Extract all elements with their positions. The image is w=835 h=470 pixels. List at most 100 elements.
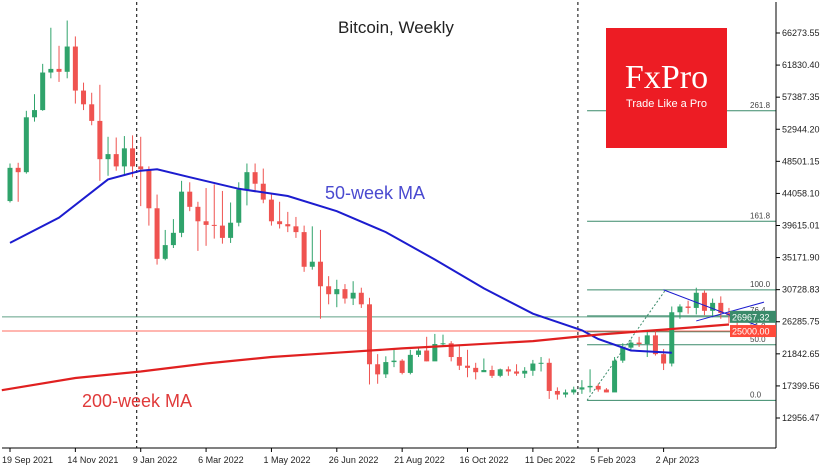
y-tick-label: 57387.35 xyxy=(782,92,820,102)
candle-body xyxy=(595,385,601,390)
fib-level-label: 161.8 xyxy=(750,211,771,220)
candle-body xyxy=(236,189,242,223)
candle-body xyxy=(130,148,136,167)
candle-body xyxy=(652,335,658,355)
candle-body xyxy=(162,245,168,259)
candle-body xyxy=(358,292,364,305)
candle-body xyxy=(48,68,54,73)
candle-body xyxy=(628,342,634,348)
candle-body xyxy=(342,289,348,299)
x-tick-label: 9 Jan 2022 xyxy=(133,455,178,465)
candle-body xyxy=(505,369,511,372)
candle-body xyxy=(554,390,560,395)
y-tick-label: 17399.56 xyxy=(782,381,820,391)
candle-body xyxy=(693,292,699,308)
candle-body xyxy=(285,224,291,227)
candle-body xyxy=(636,342,642,345)
candle-body xyxy=(375,364,381,375)
y-tick-label: 26285.75 xyxy=(782,317,820,327)
candle-body xyxy=(432,344,438,362)
candle-body xyxy=(64,46,70,72)
candle-body xyxy=(228,222,234,238)
candle-body xyxy=(530,363,536,371)
candle-body xyxy=(326,286,332,295)
candle-body xyxy=(277,221,283,225)
y-tick-label: 66273.55 xyxy=(782,28,820,38)
candle-body xyxy=(309,261,315,267)
candle-body xyxy=(538,362,544,364)
candle-body xyxy=(473,367,479,373)
y-tick-label: 52944.20 xyxy=(782,124,820,134)
candle-body xyxy=(211,224,217,226)
candle-body xyxy=(440,343,446,345)
x-tick-label: 21 Aug 2022 xyxy=(394,455,445,465)
candle-body xyxy=(669,312,675,364)
candle-body xyxy=(138,166,144,170)
candle-body xyxy=(154,208,160,259)
candle-body xyxy=(15,167,21,173)
fib-trend-line xyxy=(586,289,667,401)
candle-body xyxy=(105,154,111,160)
candle-body xyxy=(416,350,421,355)
price-tag-label: 25000.00 xyxy=(732,327,770,337)
x-tick-label: 1 May 2022 xyxy=(263,455,310,465)
candle-body xyxy=(456,357,462,366)
ma50-label: 50-week MA xyxy=(325,183,425,203)
ma200-label: 200-week MA xyxy=(82,391,192,411)
grid-layer xyxy=(136,2,579,448)
x-tick-label: 19 Sep 2021 xyxy=(2,455,53,465)
candle-body xyxy=(579,387,585,390)
candle-body xyxy=(677,306,683,313)
candle-body xyxy=(391,360,397,363)
candle-body xyxy=(252,172,258,184)
candle-body xyxy=(203,221,209,225)
price-tag-box xyxy=(730,325,776,338)
y-tick-label: 21842.65 xyxy=(782,349,820,359)
fxpro-logo: FxPro Trade Like a Pro xyxy=(606,28,727,148)
x-tick-label: 5 Feb 2023 xyxy=(590,455,636,465)
candle-body xyxy=(121,148,127,167)
candle-body xyxy=(179,191,185,233)
fib-level-label: 50.0 xyxy=(750,335,766,344)
candle-body xyxy=(334,289,340,295)
candle-body xyxy=(620,347,626,361)
candle-body xyxy=(268,199,274,222)
chart-title: Bitcoin, Weekly xyxy=(338,18,454,37)
candle-body xyxy=(219,225,225,238)
candle-body xyxy=(187,191,193,207)
candle-body xyxy=(301,232,307,267)
y-tick-label: 61830.40 xyxy=(782,60,820,70)
fib-level-label: 76.4 xyxy=(750,306,766,315)
candle-body xyxy=(113,154,119,167)
candle-body xyxy=(710,302,716,311)
candle-body xyxy=(366,304,372,365)
y-tick-label: 30728.83 xyxy=(782,285,820,295)
axis-layer: 66273.55 61830.40 57387.35 52944.20 48501.15… xyxy=(2,2,820,465)
candle-body xyxy=(448,343,454,358)
candle-body xyxy=(424,350,430,362)
x-tick-label: 6 Mar 2022 xyxy=(198,455,244,465)
price-tag-label: 26967.32 xyxy=(732,312,770,322)
candle-body xyxy=(407,354,413,373)
y-tick-label: 39615.01 xyxy=(782,221,820,231)
price-tag-box xyxy=(730,310,776,323)
candle-body xyxy=(701,292,707,311)
candle-body xyxy=(97,120,103,160)
fib-level-label: 100.0 xyxy=(750,280,771,289)
candle-body xyxy=(170,232,176,246)
candle-body xyxy=(497,369,503,376)
candle-body xyxy=(56,68,62,72)
candle-body xyxy=(563,392,569,395)
fib-level-label: 261.8 xyxy=(750,101,771,110)
candle-body xyxy=(489,370,495,376)
candle-body xyxy=(40,72,46,111)
candle-body xyxy=(661,354,667,364)
candle-body xyxy=(522,370,528,374)
candle-body xyxy=(317,261,323,287)
candle-body xyxy=(612,360,618,393)
candle-body xyxy=(399,360,405,373)
candle-body xyxy=(244,172,250,190)
x-tick-label: 16 Oct 2022 xyxy=(460,455,509,465)
candle-body xyxy=(195,206,201,222)
